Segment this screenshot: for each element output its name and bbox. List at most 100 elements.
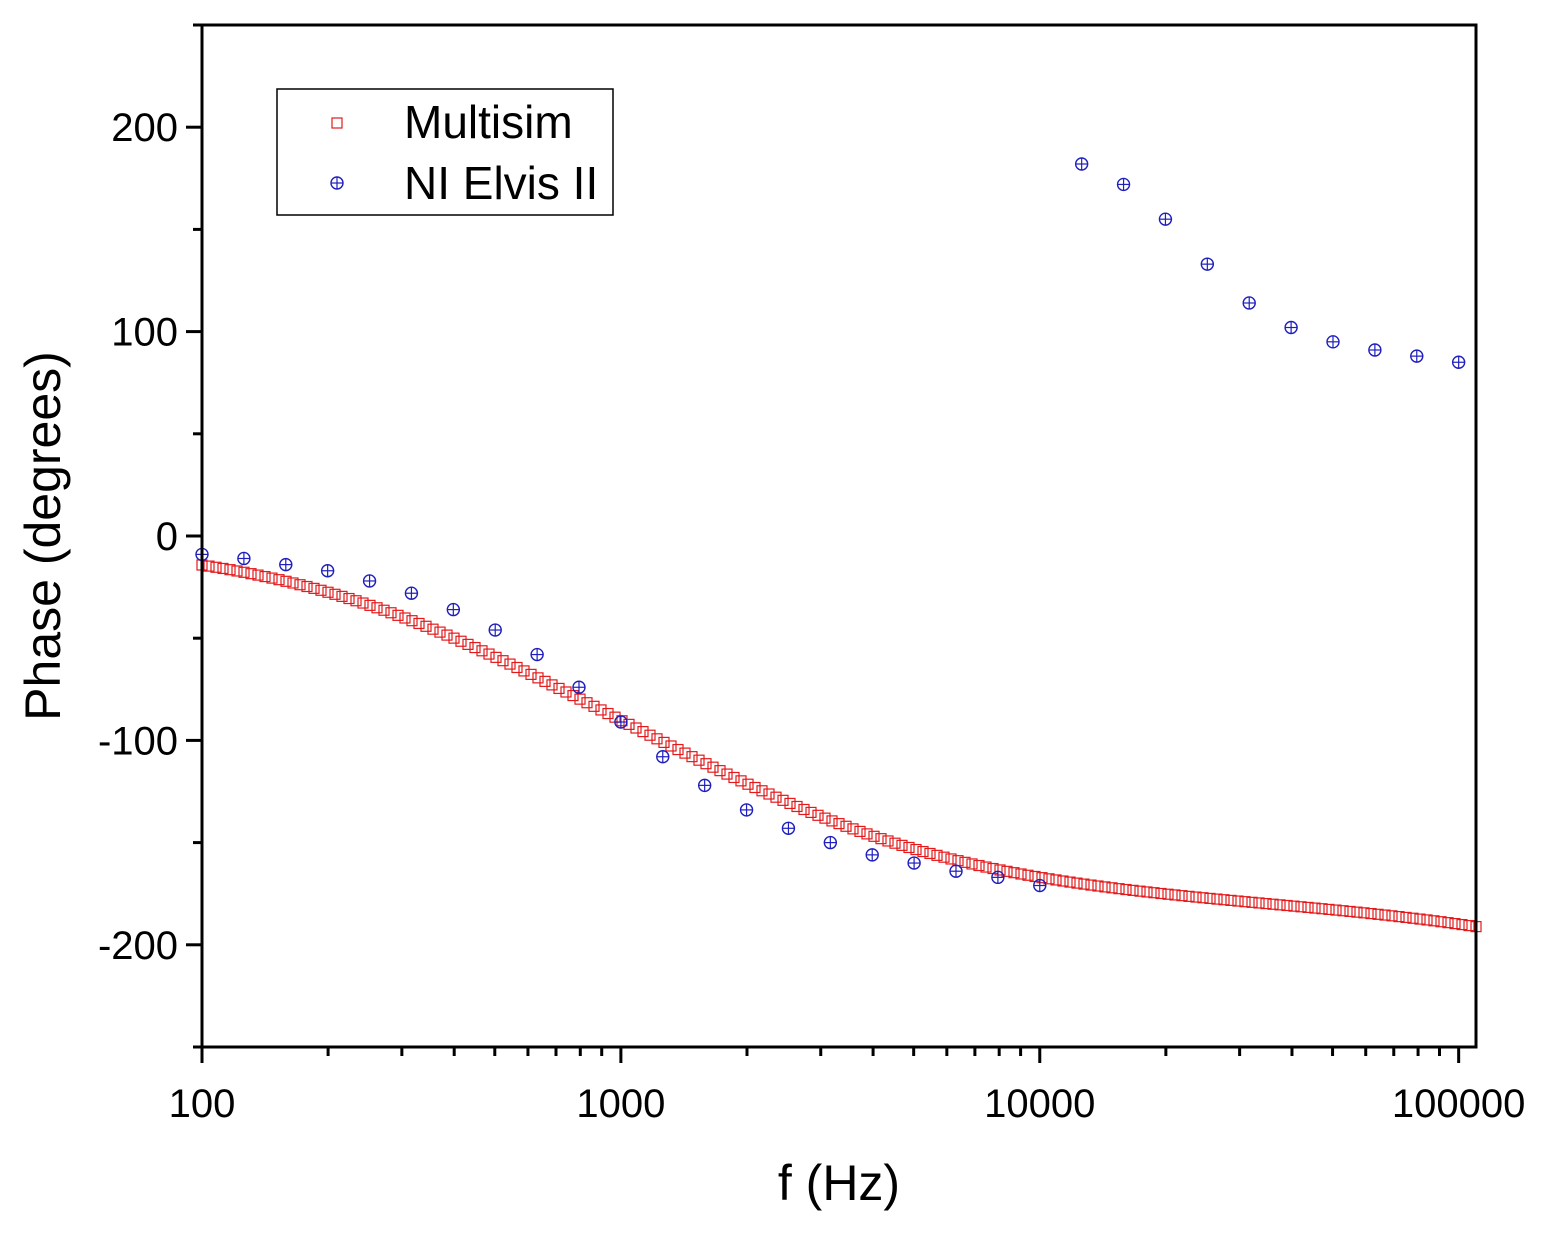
multisim-point [217, 562, 229, 575]
multisim-point [483, 648, 495, 660]
multisim-point [644, 729, 656, 741]
multisim-point [1393, 911, 1405, 923]
multisim-point [1232, 895, 1244, 907]
ni-elvis-point [739, 803, 754, 817]
legend-label-ni-elvis: NI Elvis II [404, 157, 598, 209]
multisim-point [1078, 878, 1090, 890]
multisim-point [273, 574, 285, 586]
multisim-point [910, 843, 922, 856]
multisim-point [1239, 896, 1251, 908]
ni-elvis-point [614, 715, 628, 729]
multisim-point [329, 588, 341, 600]
multisim-point [602, 707, 614, 720]
multisim-point [364, 599, 376, 611]
ni-elvis-point [1242, 296, 1256, 310]
multisim-point [721, 768, 733, 780]
multisim-point [1267, 898, 1279, 910]
multisim-point [840, 820, 852, 832]
ni-elvis-point [865, 848, 879, 862]
ni-elvis-point [1200, 257, 1215, 271]
multisim-point [490, 651, 502, 663]
multisim-point [392, 609, 404, 621]
multisim-point [917, 845, 929, 858]
multisim-point [742, 778, 754, 790]
multisim-point [1316, 903, 1328, 915]
multisim-point [1323, 903, 1335, 915]
multisim-point [1414, 913, 1426, 925]
multisim-point [560, 686, 572, 698]
multisim-point [1435, 916, 1447, 928]
y-tick-labels: -200 -100 0 100 200 [98, 106, 178, 968]
ni-elvis-point [656, 750, 670, 764]
ni-elvis-point [279, 557, 293, 572]
multisim-point [868, 830, 880, 842]
multisim-point [763, 788, 775, 800]
multisim-point [266, 572, 278, 584]
x-tick-label: 100000 [1392, 1082, 1525, 1126]
multisim-point [651, 733, 663, 745]
y-tick-label: 0 [156, 515, 178, 559]
multisim-point [238, 566, 250, 578]
multisim-point [532, 672, 544, 684]
multisim-point [511, 661, 523, 674]
multisim-point [1064, 876, 1076, 888]
multisim-point [833, 818, 845, 830]
y-tick-label: -100 [98, 719, 178, 763]
multisim-point [203, 560, 215, 572]
x-tick-label: 10000 [984, 1082, 1095, 1126]
multisim-point [1008, 867, 1020, 879]
ni-elvis-point [697, 778, 712, 793]
multisim-point [231, 565, 243, 577]
legend-marker-multisim [331, 117, 343, 129]
ni-elvis-point [237, 551, 251, 566]
multisim-point [1386, 910, 1398, 922]
multisim-point [1218, 894, 1230, 906]
multisim-point [777, 794, 789, 806]
multisim-point [875, 833, 887, 845]
multisim-point [1120, 883, 1132, 896]
ni-elvis-point [1158, 212, 1173, 226]
multisim-point [448, 632, 460, 644]
multisim-point [322, 586, 334, 598]
multisim-point [847, 823, 859, 835]
multisim-point [1050, 874, 1062, 886]
multisim-point [1372, 908, 1384, 920]
multisim-point [1022, 869, 1034, 881]
multisim-point [966, 858, 978, 870]
multisim-point [1400, 911, 1412, 924]
multisim-point [1071, 877, 1083, 889]
y-tick-label: -200 [98, 924, 178, 968]
multisim-point [1141, 886, 1153, 898]
ni-elvis-point [1410, 349, 1424, 363]
multisim-point [1099, 881, 1111, 893]
multisim-point [1463, 919, 1475, 932]
multisim-point [938, 851, 950, 863]
multisim-point [294, 579, 306, 591]
multisim-point [210, 561, 222, 573]
x-axis-title: f (Hz) [778, 1155, 900, 1211]
multisim-point [1134, 885, 1146, 897]
x-tick-label: 1000 [576, 1082, 665, 1126]
x-tick-labels: 100 1000 10000 100000 [169, 1082, 1526, 1126]
multisim-point [1092, 880, 1104, 892]
multisim-point [1337, 905, 1349, 917]
multisim-point [896, 839, 908, 851]
multisim-point [1421, 914, 1433, 926]
multisim-point [1183, 890, 1195, 902]
multisim-point [1043, 873, 1055, 885]
multisim-point [518, 665, 530, 677]
multisim-point [1211, 893, 1223, 905]
multisim-point [1407, 912, 1419, 924]
ni-elvis-point [1326, 335, 1340, 349]
multisim-point [336, 590, 348, 602]
multisim-point [1428, 915, 1440, 927]
multisim-point [1169, 889, 1181, 901]
multisim-point [469, 641, 481, 654]
multisim-point [658, 736, 670, 749]
multisim-point [1379, 909, 1391, 921]
multisim-point [553, 682, 565, 695]
ni-elvis-point [1033, 878, 1047, 893]
multisim-point [1148, 887, 1160, 899]
multisim-point [539, 675, 551, 687]
multisim-point [1309, 902, 1321, 914]
